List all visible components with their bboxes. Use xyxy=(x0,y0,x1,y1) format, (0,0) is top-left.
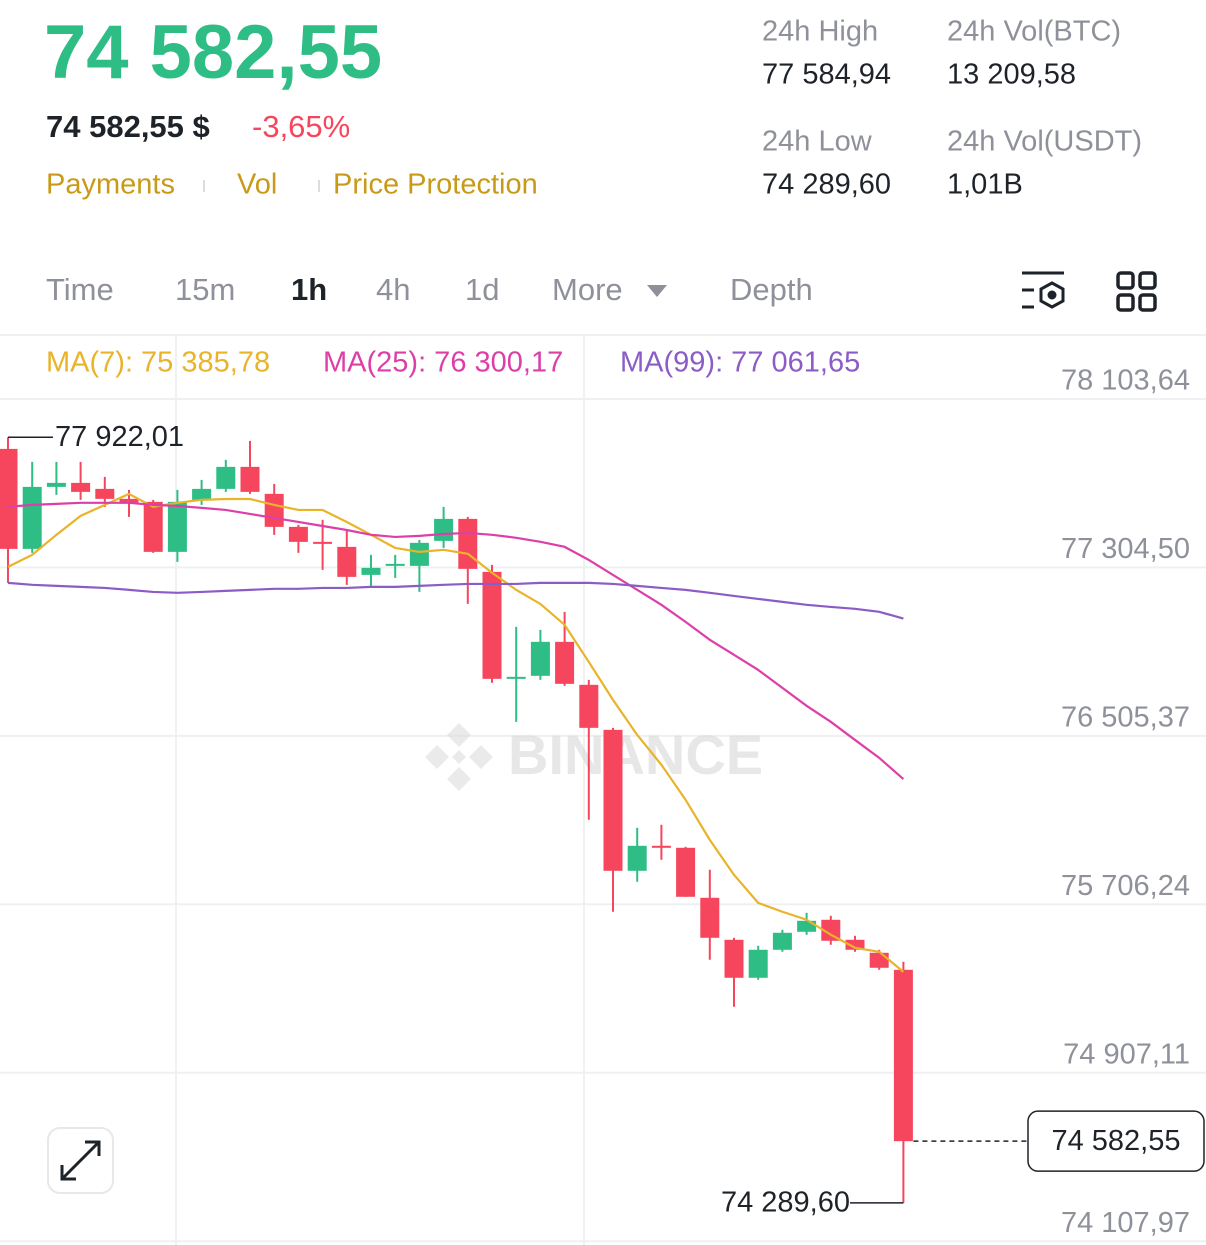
tab[interactable]: More xyxy=(552,272,623,307)
candle-body xyxy=(482,571,502,679)
y-tick-label: 76 505,37 xyxy=(1061,702,1190,734)
candle-body xyxy=(167,501,187,552)
ma-legend: MA(25): 76 300,17 xyxy=(323,347,563,379)
y-tick-label: 78 103,64 xyxy=(1061,365,1190,397)
y-tick-label: 77 304,50 xyxy=(1061,533,1190,565)
tab[interactable]: 1h xyxy=(291,272,327,307)
candle-body xyxy=(676,847,696,897)
candle-body xyxy=(797,920,817,932)
candle-body xyxy=(893,969,913,1142)
candle-body xyxy=(46,482,66,487)
candle-body xyxy=(22,486,42,549)
stat-label: 24h Vol(BTC) xyxy=(947,16,1121,48)
stat-label: 24h High xyxy=(762,16,878,48)
stat-label: 24h Vol(USDT) xyxy=(947,126,1142,158)
candle-body xyxy=(216,466,236,489)
candle-body xyxy=(651,845,671,848)
stat-value: 1,01B xyxy=(947,169,1023,201)
candle-body xyxy=(288,526,308,542)
candle-body xyxy=(192,488,212,500)
fiat-price: 74 582,55 $ xyxy=(46,109,210,144)
tab[interactable]: 1d xyxy=(465,272,499,307)
stat-value: 13 209,58 xyxy=(947,59,1076,91)
candle-body xyxy=(869,952,889,968)
watermark: BINANCE xyxy=(425,723,763,791)
high-marker-label: 77 922,01 xyxy=(55,421,184,453)
y-tick-label: 74 907,11 xyxy=(1063,1038,1190,1070)
candle-body xyxy=(555,641,575,684)
layout-icon[interactable] xyxy=(1116,271,1157,312)
stat-value: 77 584,94 xyxy=(762,59,891,91)
candle-body xyxy=(409,542,429,566)
link[interactable]: Vol xyxy=(237,169,277,201)
candle-body xyxy=(313,541,333,544)
ma-line xyxy=(7,501,905,780)
tab[interactable]: Time xyxy=(46,272,114,307)
last-price: 74 582,55 xyxy=(44,10,382,95)
last-price-box xyxy=(1027,1110,1205,1172)
ma-line xyxy=(7,581,904,620)
candle-body xyxy=(95,488,115,499)
candle-body xyxy=(143,501,163,552)
candle-body xyxy=(530,641,550,676)
candle-body xyxy=(821,919,841,941)
candle-body xyxy=(385,563,405,566)
ma-legend: MA(7): 75 385,78 xyxy=(46,347,270,379)
link[interactable]: Payments xyxy=(46,169,175,201)
candle-body xyxy=(361,567,381,575)
candle-body xyxy=(772,932,792,950)
candle-body xyxy=(748,949,768,978)
stat-label: 24h Low xyxy=(762,126,873,158)
link[interactable]: Price Protection xyxy=(333,169,538,201)
candle-body xyxy=(700,897,720,938)
tab[interactable]: 15m xyxy=(175,272,235,307)
candle-body xyxy=(264,493,284,527)
candle-body xyxy=(603,729,623,871)
y-tick-label: 74 107,97 xyxy=(1061,1207,1190,1239)
candle-body xyxy=(458,518,478,569)
candle-body xyxy=(337,546,357,577)
price-change: -3,65% xyxy=(252,109,350,144)
candle-body xyxy=(579,684,599,728)
candle-body xyxy=(627,845,647,871)
candle-body xyxy=(71,482,91,492)
candle-body xyxy=(240,466,260,492)
expand-button[interactable] xyxy=(47,1127,114,1194)
candle-body xyxy=(434,518,454,541)
settings-icon[interactable] xyxy=(1022,271,1065,309)
grid xyxy=(0,397,1206,1243)
candle-body xyxy=(119,498,139,503)
candle-body xyxy=(0,448,18,549)
low-marker-label: 74 289,60 xyxy=(721,1187,850,1219)
dropdown-arrow xyxy=(647,285,667,297)
last-price-label: 74 582,55 xyxy=(1051,1125,1180,1157)
y-tick-label: 75 706,24 xyxy=(1061,870,1190,902)
ma-legend: MA(99): 77 061,65 xyxy=(620,347,860,379)
candle-body xyxy=(724,939,744,978)
tab[interactable]: Depth xyxy=(730,272,813,307)
candle-body xyxy=(506,676,526,679)
candle-body xyxy=(845,939,865,950)
tab[interactable]: 4h xyxy=(376,272,410,307)
stat-value: 74 289,60 xyxy=(762,169,891,201)
